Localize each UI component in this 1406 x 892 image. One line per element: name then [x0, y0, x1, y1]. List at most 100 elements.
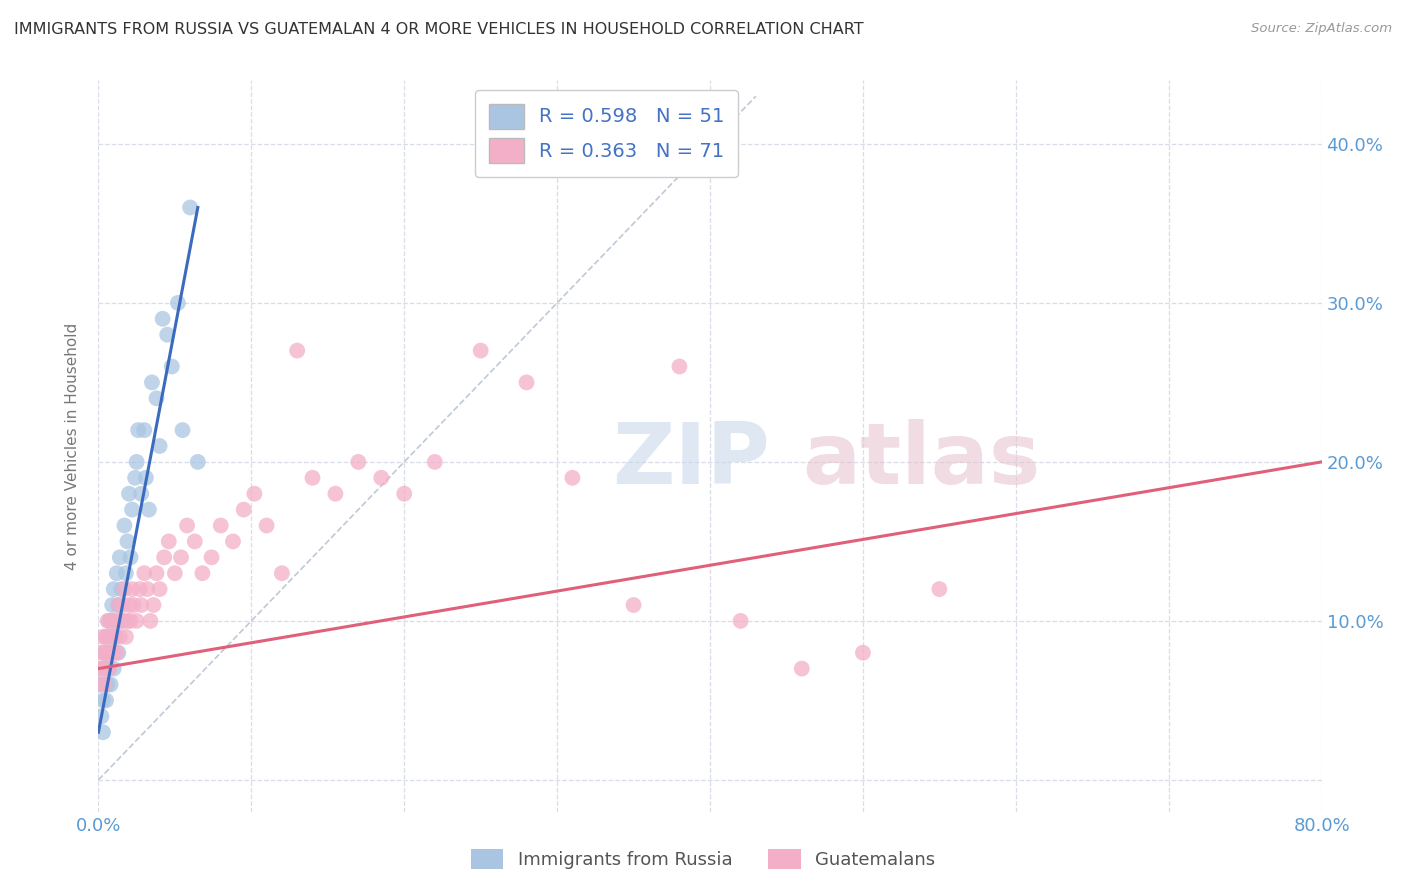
Point	[191, 566, 214, 581]
Point	[285, 343, 308, 358]
Point	[129, 598, 152, 612]
Point	[187, 455, 209, 469]
Point	[94, 693, 117, 707]
Point	[104, 630, 127, 644]
Point	[852, 646, 875, 660]
Point	[97, 646, 120, 660]
Point	[89, 662, 111, 676]
Point	[170, 550, 193, 565]
Point	[94, 630, 117, 644]
Point	[101, 630, 124, 644]
Point	[107, 598, 129, 612]
Point	[121, 502, 143, 516]
Point	[100, 646, 122, 660]
Point	[105, 646, 128, 660]
Point	[100, 646, 122, 660]
Point	[516, 376, 538, 390]
Point	[90, 677, 112, 691]
Point	[623, 598, 645, 612]
Point	[103, 614, 125, 628]
Point	[93, 646, 115, 660]
Point	[149, 439, 172, 453]
Point	[134, 566, 156, 581]
Point	[270, 566, 292, 581]
Point	[112, 518, 135, 533]
Point	[115, 566, 138, 581]
Legend: Immigrants from Russia, Guatemalans: Immigrants from Russia, Guatemalans	[461, 839, 945, 879]
Point	[98, 630, 121, 644]
Point	[115, 630, 138, 644]
Point	[142, 598, 165, 612]
Point	[100, 677, 122, 691]
Point	[145, 566, 167, 581]
Y-axis label: 4 or more Vehicles in Household: 4 or more Vehicles in Household	[65, 322, 80, 570]
Point	[91, 693, 114, 707]
Point	[98, 662, 121, 676]
Point	[91, 630, 114, 644]
Point	[107, 646, 129, 660]
Point	[91, 725, 114, 739]
Point	[135, 471, 157, 485]
Point	[156, 327, 179, 342]
Point	[256, 518, 278, 533]
Point	[97, 677, 120, 691]
Point	[347, 455, 370, 469]
Point	[93, 677, 115, 691]
Point	[98, 614, 121, 628]
Point	[122, 598, 145, 612]
Point	[103, 662, 125, 676]
Point	[89, 677, 111, 691]
Point	[301, 471, 323, 485]
Text: IMMIGRANTS FROM RUSSIA VS GUATEMALAN 4 OR MORE VEHICLES IN HOUSEHOLD CORRELATION: IMMIGRANTS FROM RUSSIA VS GUATEMALAN 4 O…	[14, 22, 863, 37]
Point	[118, 486, 141, 500]
Point	[172, 423, 194, 437]
Point	[125, 614, 148, 628]
Point	[392, 486, 416, 500]
Point	[108, 550, 131, 565]
Point	[134, 423, 156, 437]
Point	[668, 359, 690, 374]
Point	[101, 598, 124, 612]
Point	[138, 502, 160, 516]
Point	[118, 598, 141, 612]
Point	[107, 598, 129, 612]
Point	[209, 518, 232, 533]
Point	[90, 662, 112, 676]
Point	[232, 502, 254, 516]
Text: Source: ZipAtlas.com: Source: ZipAtlas.com	[1251, 22, 1392, 36]
Point	[101, 630, 124, 644]
Point	[127, 423, 149, 437]
Point	[103, 582, 125, 596]
Point	[93, 677, 115, 691]
Point	[91, 662, 114, 676]
Point	[152, 311, 174, 326]
Point	[120, 614, 142, 628]
Point	[928, 582, 950, 596]
Point	[112, 582, 135, 596]
Point	[94, 630, 117, 644]
Point	[103, 614, 125, 628]
Point	[111, 614, 134, 628]
Point	[325, 486, 347, 500]
Legend: R = 0.598   N = 51, R = 0.363   N = 71: R = 0.598 N = 51, R = 0.363 N = 71	[475, 90, 738, 177]
Point	[200, 550, 222, 565]
Point	[124, 471, 146, 485]
Point	[93, 646, 115, 660]
Point	[97, 614, 120, 628]
Point	[160, 359, 183, 374]
Point	[157, 534, 180, 549]
Point	[105, 566, 128, 581]
Point	[90, 646, 112, 660]
Point	[730, 614, 752, 628]
Point	[145, 392, 167, 406]
Point	[149, 582, 172, 596]
Point	[129, 486, 152, 500]
Point	[110, 614, 132, 628]
Point	[111, 598, 134, 612]
Point	[179, 201, 201, 215]
Point	[243, 486, 266, 500]
Point	[163, 566, 186, 581]
Point	[167, 296, 190, 310]
Point	[97, 646, 120, 660]
Point	[90, 709, 112, 723]
